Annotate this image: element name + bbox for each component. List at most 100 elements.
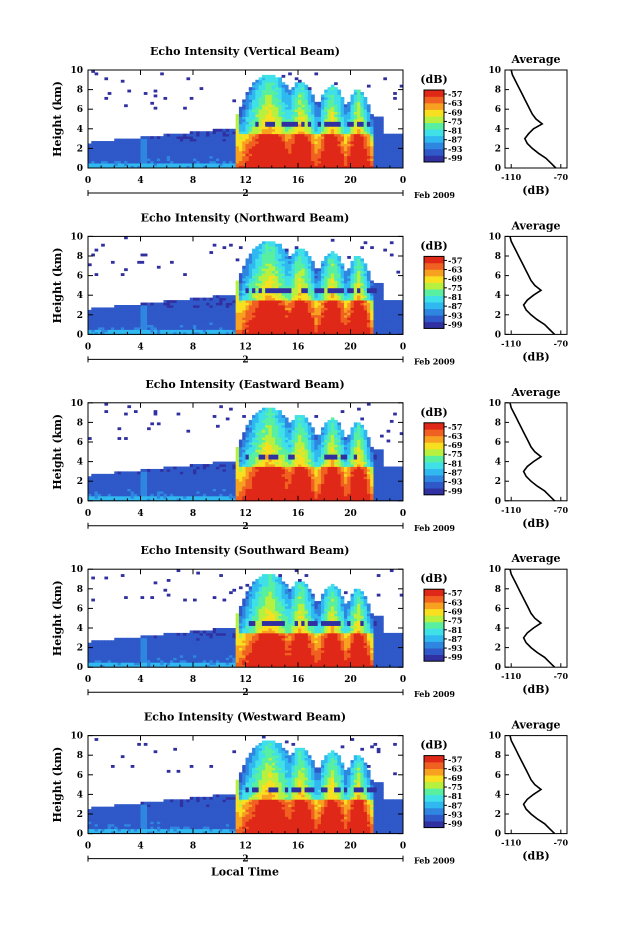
heatmap-cell — [117, 329, 122, 333]
heatmap-cell — [376, 285, 381, 289]
heatmap-cell — [104, 145, 109, 149]
heatmap-cell — [245, 319, 250, 323]
heatmap-cell — [288, 265, 292, 269]
heatmap-cell — [284, 92, 289, 95]
heatmap-cell — [130, 155, 135, 159]
heatmap-cell — [238, 150, 243, 154]
heatmap-cell — [284, 114, 289, 117]
heatmap-cell — [376, 138, 381, 142]
heatmap-cell — [343, 160, 348, 164]
heatmap-cell — [189, 498, 194, 502]
heatmap-cell — [353, 260, 358, 264]
heatmap-cell — [137, 160, 141, 164]
heatmap-cell — [245, 317, 250, 321]
heatmap-cell — [163, 317, 168, 321]
heatmap-cell — [229, 128, 233, 132]
heatmap-cell — [360, 114, 365, 117]
heatmap-cell — [294, 322, 299, 325]
heatmap-cell — [350, 312, 355, 316]
heatmap-cell — [124, 145, 128, 149]
heatmap-cell — [166, 300, 171, 303]
heatmap-cell — [317, 278, 322, 281]
x-tick-label: 16 — [292, 342, 305, 352]
heatmap-cell — [252, 131, 256, 135]
heatmap-cell — [202, 486, 207, 489]
heatmap-cell — [150, 317, 155, 321]
heatmap-cell — [124, 493, 128, 497]
heatmap-cell — [360, 109, 365, 113]
heatmap-cell — [366, 287, 371, 291]
heatmap-cell — [389, 317, 394, 321]
heatmap-cell — [281, 96, 286, 100]
heatmap-cell — [179, 153, 184, 157]
heatmap-cell — [389, 327, 394, 330]
heatmap-cell — [399, 160, 404, 164]
heatmap-cell — [238, 275, 243, 279]
heatmap-cell — [179, 165, 184, 169]
heatmap-cell — [193, 312, 197, 316]
heatmap-cell — [298, 253, 302, 257]
heatmap-cell — [370, 324, 374, 328]
heatmap-cell — [281, 136, 286, 139]
heatmap-cell — [389, 253, 394, 257]
heatmap-cell — [120, 163, 125, 166]
heatmap-cell — [343, 305, 348, 308]
heatmap-cell — [396, 158, 401, 162]
heatmap-cell — [206, 471, 210, 475]
heatmap-cell — [160, 483, 164, 487]
heatmap-cell — [370, 128, 374, 132]
heatmap-cell — [202, 464, 207, 467]
heatmap-cell — [173, 486, 177, 489]
heatmap-cell — [206, 138, 210, 142]
heatmap-cell — [186, 493, 191, 497]
heatmap-cell — [235, 160, 240, 164]
heatmap-cell — [271, 89, 276, 93]
heatmap-cell — [215, 322, 220, 325]
heatmap-cell — [340, 327, 345, 330]
heatmap-cell — [353, 165, 358, 169]
heatmap-cell — [104, 165, 109, 169]
heatmap-cell — [314, 141, 319, 144]
heatmap-cell — [353, 280, 358, 284]
heatmap-cell — [91, 163, 95, 166]
heatmap-cell — [258, 143, 263, 147]
heatmap-cell — [396, 329, 401, 333]
heatmap-cell — [337, 104, 342, 108]
heatmap-cell — [183, 148, 187, 152]
heatmap-cell — [222, 468, 227, 472]
heatmap-cell — [156, 486, 161, 489]
heatmap-cell — [373, 158, 378, 162]
heatmap-cell — [238, 317, 243, 321]
heatmap-cell — [114, 324, 118, 328]
heatmap-cell — [337, 158, 342, 162]
heatmap-cell — [196, 309, 200, 313]
heatmap-cell — [278, 270, 282, 274]
x-tick-label: 0 — [85, 176, 91, 186]
heatmap-cell — [370, 292, 374, 296]
heatmap-cell — [320, 158, 325, 162]
heatmap-cell — [363, 307, 368, 311]
heatmap-cell — [238, 141, 243, 144]
heatmap-cell — [337, 143, 342, 147]
heatmap-cell — [281, 260, 286, 264]
heatmap-cell — [258, 270, 263, 274]
heatmap-cell — [252, 106, 256, 110]
heatmap-cell — [153, 307, 158, 311]
heatmap-cell — [258, 307, 263, 311]
heatmap-cell — [248, 295, 253, 299]
heatmap-cell — [143, 138, 148, 142]
heatmap-cell — [360, 305, 365, 308]
heatmap-cell — [288, 94, 292, 98]
heatmap-cell — [258, 287, 263, 291]
heatmap-cell — [363, 111, 368, 115]
heatmap-cell — [176, 158, 181, 162]
heatmap-cell — [235, 280, 240, 284]
heatmap-cell — [160, 163, 164, 166]
heatmap-cell — [229, 145, 233, 149]
heatmap-cell — [317, 268, 322, 272]
heatmap-cell — [97, 493, 102, 497]
heatmap-cell — [94, 148, 99, 152]
heatmap-cell — [320, 145, 325, 149]
heatmap-cell — [327, 270, 332, 274]
heatmap-cell — [399, 305, 404, 308]
